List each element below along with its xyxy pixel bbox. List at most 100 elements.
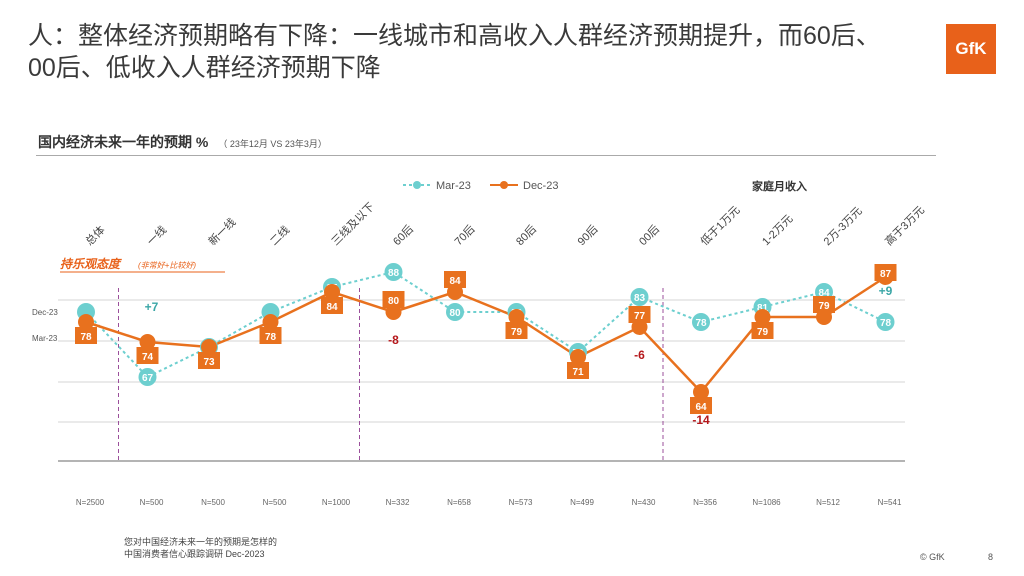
dec23-point <box>262 314 279 330</box>
difference-label: -6 <box>634 348 645 362</box>
category-label: 总体 <box>82 223 107 248</box>
sample-size-label: N=499 <box>570 498 594 507</box>
difference-label: +9 <box>879 284 893 298</box>
category-label: 70后 <box>452 222 478 248</box>
dec23-point <box>508 309 525 325</box>
dec23-data-label: 73 <box>203 357 215 368</box>
sample-size-label: N=658 <box>447 498 471 507</box>
category-label: 一线 <box>144 223 169 248</box>
sample-size-label: N=1086 <box>752 498 781 507</box>
dec23-data-label: 87 <box>880 269 892 280</box>
mar23-data-label: 80 <box>449 308 461 319</box>
dec23-point <box>570 349 586 365</box>
dec23-label-box <box>382 291 405 308</box>
dec23-label-box <box>444 271 466 288</box>
mar23-point <box>384 263 403 281</box>
chart-title-note: （ 23年12月 VS 23年3月） <box>218 139 327 149</box>
category-label: 80后 <box>513 222 539 248</box>
sample-size-label: N=332 <box>386 498 410 507</box>
measure-note: (非常好+比较好) <box>138 261 196 270</box>
difference-label: +7 <box>145 300 159 314</box>
measure-label: 持乐观态度 <box>60 257 122 271</box>
legend-label: Mar-23 <box>436 180 471 192</box>
slide-headline: 人：整体经济预期略有下降：一线城市和高收入人群经济预期提升，而60后、00后、低… <box>28 22 881 82</box>
category-label: 低于1万元 <box>698 203 743 248</box>
difference-label: -14 <box>692 413 710 427</box>
legend-swatch-marker <box>500 181 508 189</box>
dec23-label-box <box>751 322 774 339</box>
page-number: 8 <box>988 552 994 562</box>
dec23-data-label: 64 <box>695 402 707 413</box>
legend-swatch-marker <box>413 181 421 189</box>
category-label: 新一线 <box>205 215 238 248</box>
gfk-logo: GfK <box>946 24 996 74</box>
category-label: 三线及以下 <box>328 199 377 248</box>
legend-label: Dec-23 <box>523 180 558 192</box>
dec23-point <box>139 334 156 350</box>
mar23-data-label: 78 <box>880 318 892 329</box>
mar23-data-label: 78 <box>695 318 707 329</box>
dec23-data-label: 74 <box>142 352 154 363</box>
sample-size-label: N=430 <box>632 498 656 507</box>
mar23-data-label: 84 <box>818 288 830 299</box>
dec23-data-label: 77 <box>634 311 646 322</box>
dec23-point <box>754 309 771 325</box>
mar23-point <box>630 288 649 306</box>
title-rule <box>36 155 936 156</box>
category-label: 2万-3万元 <box>822 205 865 248</box>
dec23-label-box <box>505 322 528 339</box>
chart-title-text: 国内经济未来一年的预期 % <box>38 134 209 150</box>
dec23-data-label: 79 <box>818 301 830 312</box>
sample-size-label: N=512 <box>816 498 840 507</box>
dec23-label-box <box>567 362 589 379</box>
mar23-point <box>692 313 710 331</box>
dec23-data-label: 84 <box>449 276 461 287</box>
dec23-label-box <box>198 352 220 369</box>
dec23-label-box <box>136 347 159 364</box>
sample-size-label: N=1000 <box>322 498 351 507</box>
dec23-data-label: 80 <box>388 296 400 307</box>
category-label: 60后 <box>390 222 416 248</box>
difference-label: -8 <box>388 333 399 347</box>
dec23-label-box <box>75 327 97 344</box>
row-label-dec: Dec-23 <box>32 308 58 317</box>
category-label: 00后 <box>636 222 662 248</box>
mar23-data-label: 67 <box>142 373 154 384</box>
sample-size-label: N=541 <box>878 498 902 507</box>
dec23-point <box>78 314 94 330</box>
footnote-question: 您对中国经济未来一年的预期是怎样的 <box>124 537 278 547</box>
mar23-point <box>138 368 157 386</box>
dec23-label-box <box>874 264 897 281</box>
dec23-data-label: 78 <box>80 332 92 343</box>
dec23-label-box <box>259 327 282 344</box>
category-label: 高于3万元 <box>882 203 927 248</box>
mar23-point <box>876 313 895 331</box>
chart-title: 国内经济未来一年的预期 % （ 23年12月 VS 23年3月） <box>38 132 327 152</box>
sample-size-label: N=2500 <box>76 498 105 507</box>
series-line-mar23 <box>85 270 886 379</box>
copyright: © GfK <box>920 552 945 562</box>
footnote-source: 中国消费者信心跟踪调研 Dec-2023 <box>124 549 265 559</box>
mar23-data-label: 88 <box>388 268 400 279</box>
dec23-point <box>201 339 217 355</box>
sample-size-label: N=500 <box>263 498 287 507</box>
dec23-data-label: 78 <box>265 332 277 343</box>
category-label: 90后 <box>575 222 601 248</box>
dec23-data-label: 84 <box>326 302 338 313</box>
sample-size-label: N=573 <box>509 498 533 507</box>
dec23-label-box <box>690 397 712 414</box>
sample-size-label: N=356 <box>693 498 717 507</box>
category-label: 1-2万元 <box>760 213 795 248</box>
dec23-label-box <box>628 306 651 323</box>
footnote: 您对中国经济未来一年的预期是怎样的 中国消费者信心跟踪调研 Dec-2023 <box>124 536 277 560</box>
sample-size-label: N=500 <box>140 498 164 507</box>
mar23-point <box>446 303 464 321</box>
sample-size-label: N=500 <box>201 498 225 507</box>
dec23-label-box <box>321 297 343 314</box>
row-label-mar: Mar-23 <box>32 334 58 343</box>
dec23-label-box <box>813 296 835 313</box>
dec23-data-label: 79 <box>757 327 769 338</box>
dec23-point <box>693 384 709 400</box>
dec23-data-label: 71 <box>572 367 584 378</box>
